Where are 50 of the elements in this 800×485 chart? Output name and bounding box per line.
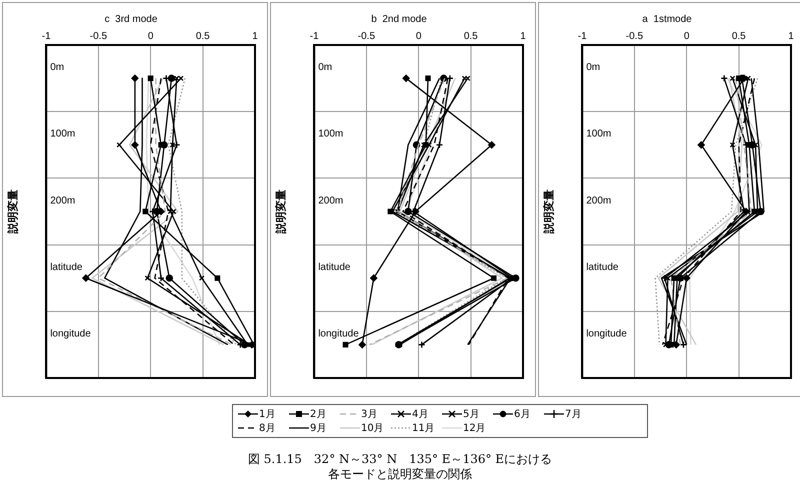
x-tick-label: 0 bbox=[416, 30, 422, 42]
y-tick-label: 200m bbox=[318, 195, 344, 206]
x-tick-label: 0 bbox=[148, 30, 154, 42]
legend-label: 12月 bbox=[463, 422, 486, 435]
x-tick-label: 1 bbox=[252, 30, 258, 42]
caption: 図 5.1.15 32° N～33° N 135° E～136° Eにおける bbox=[246, 452, 554, 467]
y-tick-label: latitude bbox=[318, 262, 351, 273]
y-axis-title: 説明変量 bbox=[542, 190, 556, 234]
x-tick-label: 1 bbox=[520, 30, 526, 42]
legend-label: 11月 bbox=[412, 422, 435, 435]
x-tick-label: -1 bbox=[42, 30, 52, 42]
chart-title: c 3rd mode bbox=[104, 14, 158, 25]
legend-label: 7月 bbox=[565, 408, 582, 421]
y-tick-label: longitude bbox=[318, 328, 360, 340]
chart-title: b 2nd mode bbox=[371, 14, 428, 25]
legend-label: 3月 bbox=[361, 408, 378, 421]
chart-title: a 1stmode bbox=[642, 14, 692, 25]
y-tick-label: 0m bbox=[318, 62, 332, 74]
x-tick-label: 0.5 bbox=[464, 30, 478, 42]
x-tick-label: -0.5 bbox=[90, 30, 108, 42]
legend-label: 2月 bbox=[310, 408, 326, 421]
x-tick-label: 0.5 bbox=[196, 30, 210, 42]
x-tick-label: -1 bbox=[310, 30, 320, 42]
y-tick-label: 100m bbox=[586, 128, 612, 140]
legend-label: 5月 bbox=[463, 408, 480, 421]
y-tick-label: 0m bbox=[586, 62, 600, 74]
y-tick-label: latitude bbox=[586, 262, 619, 273]
y-tick-label: 0m bbox=[50, 62, 64, 74]
x-tick-label: 1 bbox=[788, 30, 794, 42]
y-tick-label: 100m bbox=[50, 128, 76, 140]
legend-label: 1月 bbox=[259, 408, 276, 421]
y-tick-label: longitude bbox=[586, 328, 628, 340]
y-tick-label: 100m bbox=[318, 128, 344, 140]
x-tick-label: 0.5 bbox=[732, 30, 746, 42]
legend-label: 10月 bbox=[361, 422, 384, 435]
legend-label: 4月 bbox=[412, 408, 428, 421]
y-tick-label: 200m bbox=[50, 195, 76, 206]
y-tick-label: longitude bbox=[50, 328, 92, 340]
legend-label: 8月 bbox=[259, 422, 276, 435]
x-tick-label: -0.5 bbox=[626, 30, 644, 42]
x-tick-label: 0 bbox=[684, 30, 690, 42]
legend-label: 6月 bbox=[514, 408, 530, 421]
x-tick-label: -1 bbox=[578, 30, 588, 42]
y-axis-title: 説明変量 bbox=[6, 190, 20, 234]
y-axis-title: 説明変量 bbox=[274, 190, 288, 234]
y-tick-label: latitude bbox=[50, 262, 83, 273]
x-tick-label: -0.5 bbox=[358, 30, 376, 42]
legend-label: 9月 bbox=[310, 422, 326, 435]
text: 各モードと説明変量の関係 bbox=[327, 467, 473, 482]
y-tick-label: 200m bbox=[586, 195, 612, 206]
